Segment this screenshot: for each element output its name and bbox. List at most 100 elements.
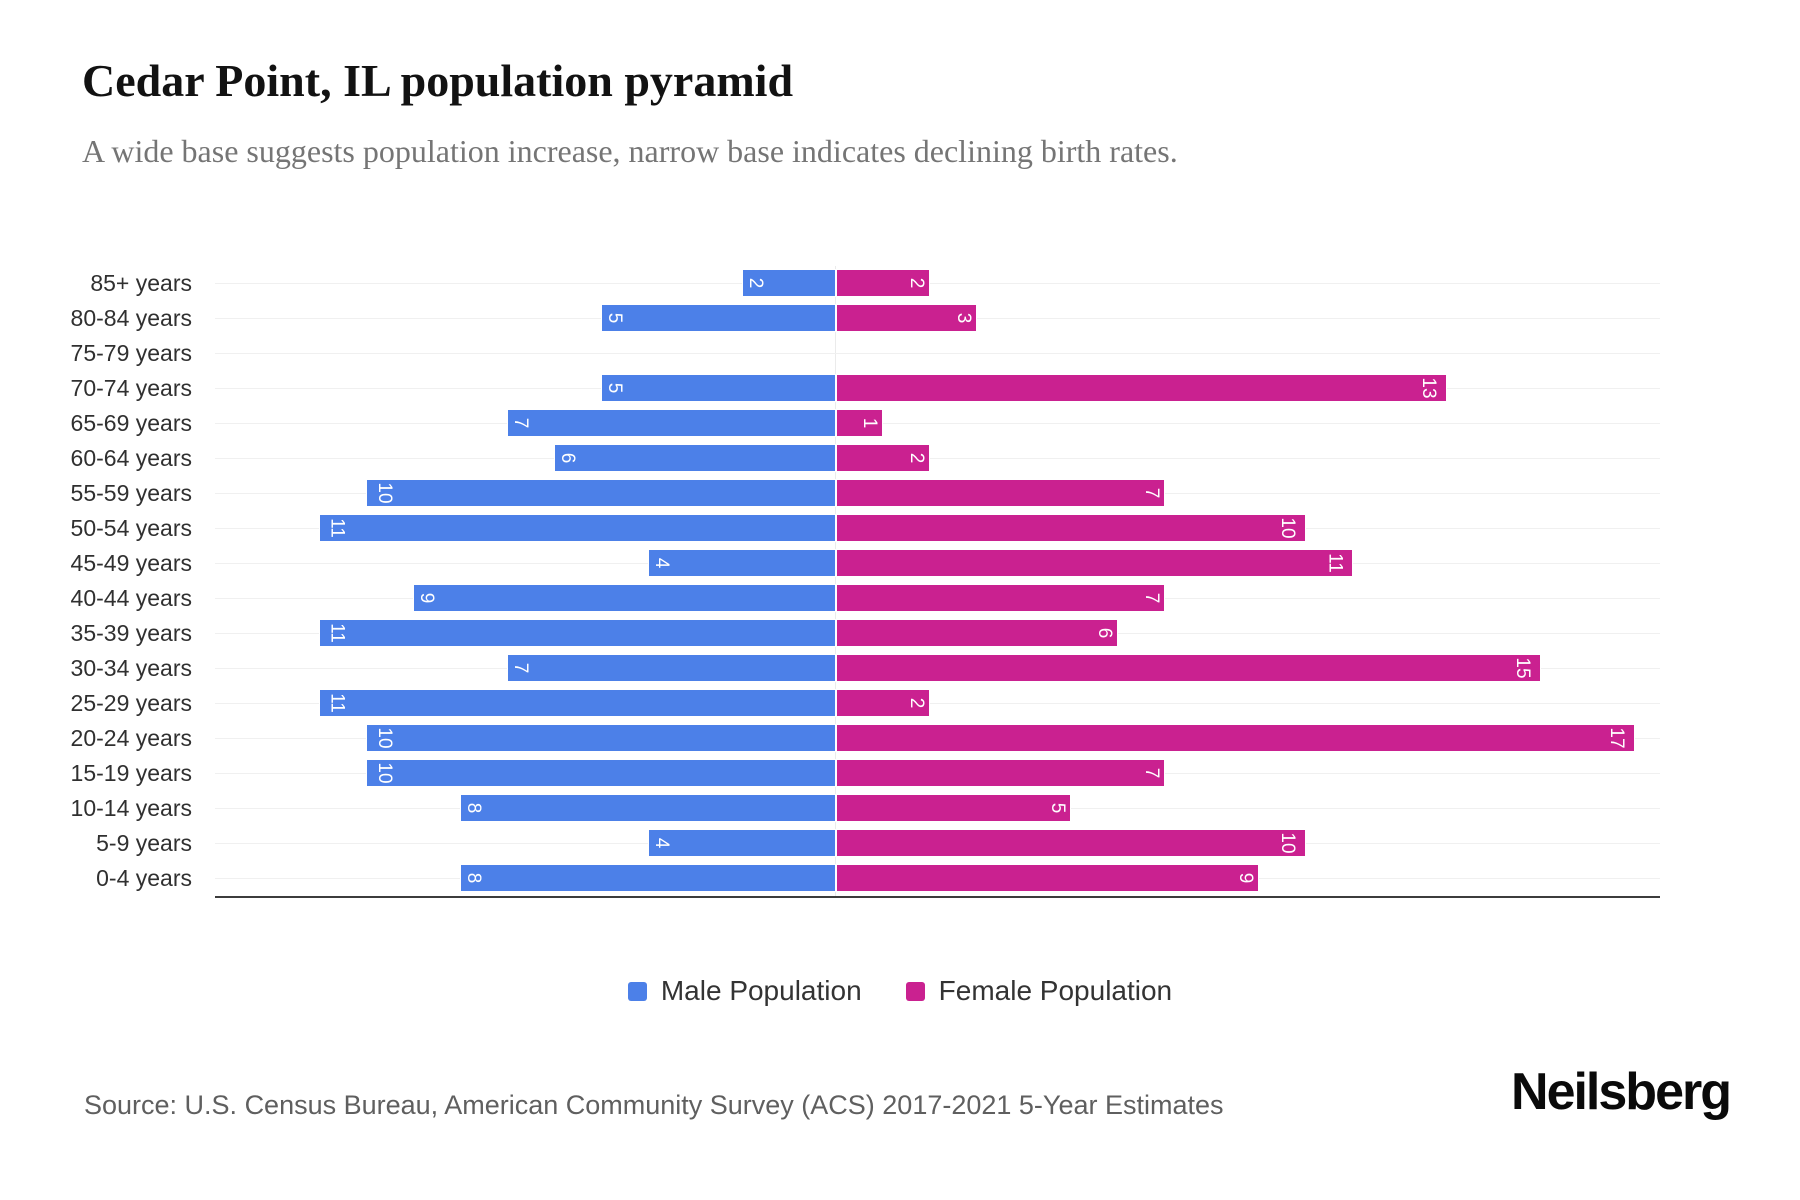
age-group-label: 10-14 years [70,795,192,821]
female-bar-value: 6 [1094,627,1116,639]
female-bar: 6 [836,619,1118,647]
female-bar: 7 [836,479,1165,507]
row-gridline [215,283,1660,284]
legend-item-female[interactable]: Female Population [905,975,1173,1007]
female-bar: 2 [836,444,930,472]
male-bar-value: 9 [415,592,437,604]
female-bar-value: 13 [1417,377,1439,399]
male-bar-value: 7 [509,417,531,429]
pyramid-row: 60-64 years 6 2 [71,441,1660,476]
male-bar-value: 6 [556,452,578,464]
age-group-label: 5-9 years [96,830,192,856]
male-bar-value: 5 [603,382,625,394]
female-bar-value: 10 [1276,832,1298,854]
chart-legend: Male Population Female Population [0,975,1800,1007]
male-bar: 11 [319,619,836,647]
row-gridline [215,458,1660,459]
male-bar: 10 [366,759,836,787]
age-group-label: 45-49 years [70,550,192,576]
age-group-label: 35-39 years [70,620,192,646]
female-bar-value: 9 [1235,872,1257,884]
pyramid-rows: 85+ years 2 2 80-84 years 5 3 75-79 years 70-74… [71,266,1660,896]
male-bar: 4 [648,829,836,857]
x-axis-line [215,896,1660,898]
female-bar-value: 2 [906,697,928,709]
female-bar-value: 11 [1324,553,1346,573]
male-bar: 4 [648,549,836,577]
age-group-label: 30-34 years [70,655,192,681]
pyramid-row: 20-24 years 10 17 [71,721,1660,756]
male-bar: 8 [460,864,836,892]
female-bar: 3 [836,304,977,332]
legend-item-male[interactable]: Male Population [627,975,862,1007]
neilsberg-logo: Neilsberg [1511,1063,1732,1121]
male-bar-value: 11 [326,693,348,713]
female-bar-value: 1 [859,417,881,429]
page-subtitle: A wide base suggests population increase… [82,132,1178,169]
male-bar: 11 [319,689,836,717]
pyramid-row: 80-84 years 5 3 [71,301,1660,336]
male-bar-value: 4 [650,837,672,849]
age-group-label: 20-24 years [70,725,192,751]
female-legend-label: Female Population [938,975,1173,1006]
pyramid-row: 65-69 years 7 1 [71,406,1660,441]
age-group-label: 65-69 years [70,410,192,436]
female-bar: 2 [836,689,930,717]
male-bar: 10 [366,479,836,507]
male-bar: 9 [413,584,836,612]
male-bar-value: 8 [462,802,484,814]
age-group-label: 25-29 years [70,690,192,716]
male-bar: 10 [366,724,836,752]
male-legend-label: Male Population [660,975,862,1006]
pyramid-row: 55-59 years 10 7 [71,476,1660,511]
age-group-label: 15-19 years [70,760,192,786]
male-bar-value: 11 [326,623,348,643]
row-gridline [215,423,1660,424]
female-bar: 10 [836,514,1306,542]
female-bar-value: 7 [1141,487,1163,499]
male-bar: 5 [601,304,836,332]
male-bar: 6 [554,444,836,472]
male-bar: 11 [319,514,836,542]
female-bar-value: 10 [1276,517,1298,539]
age-group-label: 85+ years [90,270,192,296]
female-bar-value: 7 [1141,767,1163,779]
pyramid-row: 25-29 years 11 2 [71,686,1660,721]
male-legend-swatch [627,981,647,1001]
pyramid-row: 50-54 years 11 10 [71,511,1660,546]
male-bar-value: 4 [650,557,672,569]
age-group-label: 50-54 years [70,515,192,541]
male-bar: 7 [507,409,836,437]
male-bar: 2 [742,269,836,297]
female-bar: 7 [836,584,1165,612]
age-group-label: 70-74 years [70,375,192,401]
female-bar: 11 [836,549,1353,577]
male-bar-value: 8 [462,872,484,884]
female-bar: 13 [836,374,1447,402]
row-gridline [215,353,1660,354]
female-bar-value: 7 [1141,592,1163,604]
male-bar-value: 10 [374,727,396,749]
female-bar: 5 [836,794,1071,822]
female-bar-value: 2 [906,452,928,464]
age-group-label: 60-64 years [70,445,192,471]
male-bar: 5 [601,374,836,402]
male-bar-value: 11 [326,518,348,538]
pyramid-row: 40-44 years 9 7 [71,581,1660,616]
female-bar-value: 5 [1047,802,1069,814]
pyramid-row: 30-34 years 7 15 [71,651,1660,686]
age-group-label: 0-4 years [96,865,192,891]
male-bar: 8 [460,794,836,822]
source-attribution: Source: U.S. Census Bureau, American Com… [84,1090,1224,1120]
male-bar-value: 2 [744,277,766,289]
female-legend-swatch [905,981,925,1001]
pyramid-row: 10-14 years 8 5 [71,791,1660,826]
age-group-label: 80-84 years [70,305,192,331]
male-bar-value: 5 [603,312,625,324]
male-bar: 7 [507,654,836,682]
female-bar-value: 17 [1605,727,1627,749]
female-bar: 7 [836,759,1165,787]
female-bar-value: 15 [1511,657,1533,679]
center-axis-line [835,266,836,896]
